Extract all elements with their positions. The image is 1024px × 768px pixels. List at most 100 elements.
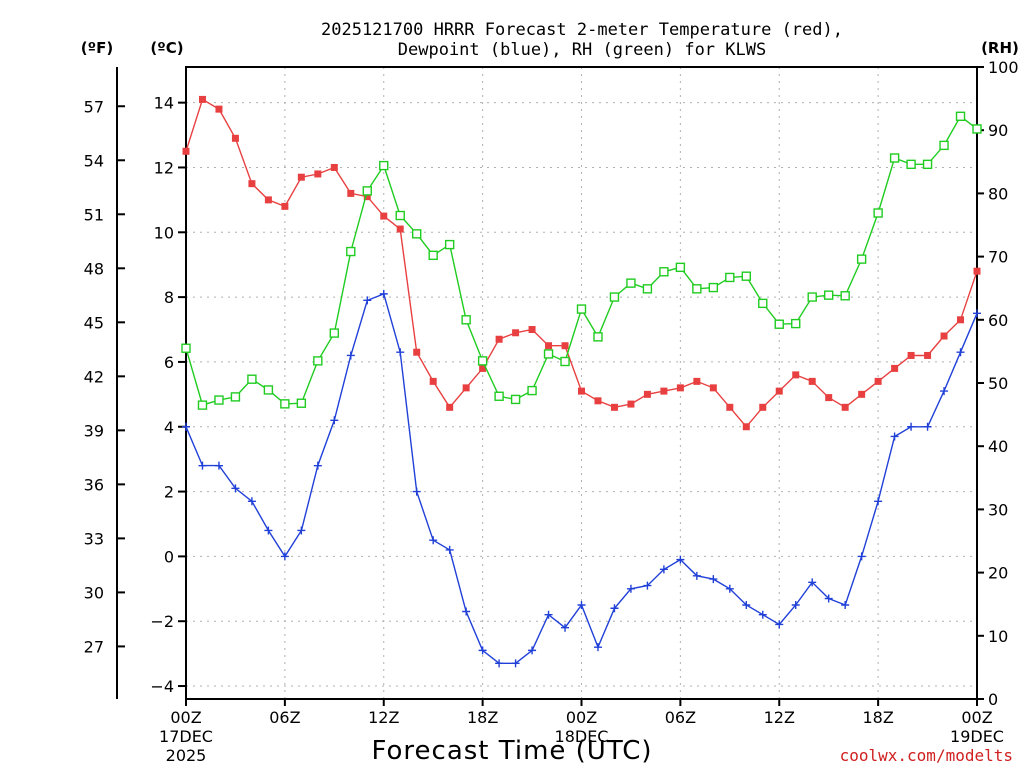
rh-data-point [510, 394, 521, 405]
celsius-tick-label: 2 [164, 483, 174, 502]
dewpoint-data-point [412, 487, 421, 496]
fahrenheit-tick-label: 39 [84, 421, 104, 440]
celsius-tick-label: −2 [150, 612, 174, 631]
rh-data-point [972, 124, 982, 134]
rh-tick-label: 50 [988, 374, 1008, 393]
rh-data-point [477, 356, 488, 366]
x-axis-label: Forecast Time (UTC) [371, 736, 652, 766]
rh-data-point [774, 319, 784, 329]
fahrenheit-tick-label: 30 [84, 583, 104, 602]
temperature-data-point [413, 348, 421, 356]
time-tick-label: 06Z [269, 708, 300, 727]
fahrenheit-tick-label: 54 [84, 151, 104, 170]
dewpoint-data-point [528, 646, 537, 655]
temperature-data-point [314, 170, 322, 178]
temperature-data-point [841, 403, 849, 411]
fahrenheit-tick-label: 27 [84, 637, 104, 656]
rh-data-point [346, 246, 356, 257]
rh-tick-label: 90 [988, 121, 1008, 140]
dewpoint-data-point [214, 461, 223, 470]
rh-tick-label: 10 [988, 627, 1008, 646]
dewpoint-data-point [593, 643, 602, 652]
rh-data-point [609, 292, 620, 302]
rh-tick-label: 70 [988, 248, 1008, 267]
fahrenheit-tick-label: 42 [84, 367, 104, 386]
time-tick-label: 12Z [764, 708, 795, 727]
dewpoint-data-point [791, 601, 800, 610]
temperature-data-point [512, 329, 520, 337]
dewpoint-data-point [198, 461, 207, 470]
fahrenheit-unit-label: (ºF) [81, 39, 113, 57]
dewpoint-data-point [659, 565, 668, 574]
dewpoint-data-point [561, 623, 570, 632]
temperature-data-point [396, 225, 404, 233]
dewpoint-data-point [742, 601, 751, 610]
rh-data-point [412, 229, 422, 239]
celsius-tick-label: 10 [154, 223, 174, 242]
fahrenheit-axis-ticks: 27 30 33 36 39 42 45 48 51 54 57 [84, 97, 125, 656]
temperature-data-point [825, 394, 833, 402]
dewpoint-data-point [923, 422, 932, 431]
fahrenheit-tick-label: 45 [84, 313, 104, 332]
dewpoint-data-point [247, 497, 256, 506]
rh-tick-label: 100 [988, 58, 1019, 77]
temperature-data-point [792, 371, 800, 379]
temperature-data-point [660, 387, 668, 395]
dewpoint-data-point [824, 594, 833, 603]
temperature-data-point [891, 364, 899, 372]
temperature-data-point [363, 193, 371, 201]
dewpoint-data-point [973, 309, 981, 318]
temperature-data-point [578, 387, 585, 395]
temperature-data-point [182, 147, 190, 155]
rh-data-point [263, 385, 274, 395]
rh-tick-label: 30 [988, 500, 1008, 519]
rh-data-point [807, 292, 817, 302]
dewpoint-data-point [297, 526, 306, 535]
rh-data-point [856, 254, 867, 264]
temperature-data-point [775, 387, 783, 395]
dewpoint-data-point [709, 575, 718, 584]
temperature-data-point [198, 95, 206, 103]
dewpoint-data-point [643, 581, 652, 590]
rh-data-point [659, 267, 669, 277]
dewpoint-data-point [610, 604, 619, 613]
celsius-axis-ticks: −4 −2 0 2 4 6 8 10 12 14 [150, 94, 186, 696]
temperature-data-point [610, 403, 618, 411]
rh-tick-label: 40 [988, 437, 1008, 456]
fahrenheit-tick-label: 36 [84, 475, 104, 494]
axes [116, 66, 978, 700]
dewpoint-data-point [857, 552, 866, 561]
temperature-data-point [215, 105, 223, 113]
rh-tick-label: 20 [988, 564, 1008, 583]
rh-data-point [708, 282, 719, 293]
fahrenheit-tick-label: 57 [84, 97, 104, 116]
dewpoint-data-point [363, 296, 372, 305]
dewpoint-data-point [725, 584, 734, 593]
dewpoint-data-point [692, 571, 701, 580]
celsius-tick-label: 0 [164, 547, 174, 566]
rh-data-point [362, 186, 372, 196]
temperature-data-point [231, 134, 239, 142]
rh-data-point [181, 343, 191, 353]
temperature-data-point [676, 384, 684, 392]
dewpoint-data-point [330, 416, 339, 425]
dewpoint-data-point [890, 432, 899, 441]
temperature-data-point [264, 196, 272, 204]
temperature-data-point [709, 384, 717, 392]
rh-data-point [428, 250, 438, 261]
rh-data-point [626, 278, 636, 288]
rh-data-point [313, 356, 323, 366]
dewpoint-data-point [874, 497, 883, 506]
temperature-data-point [594, 397, 602, 405]
celsius-tick-label: 8 [164, 288, 174, 307]
rh-data-point [725, 272, 735, 283]
celsius-tick-label: 14 [154, 94, 174, 113]
temperature-data-point [495, 335, 503, 343]
time-tick-label: 2025 [166, 746, 207, 765]
celsius-tick-label: 4 [164, 418, 174, 437]
rh-data-point [873, 208, 883, 218]
dewpoint-data-point [775, 620, 784, 629]
rh-data-point [543, 349, 554, 359]
dewpoint-data-point [956, 348, 965, 357]
